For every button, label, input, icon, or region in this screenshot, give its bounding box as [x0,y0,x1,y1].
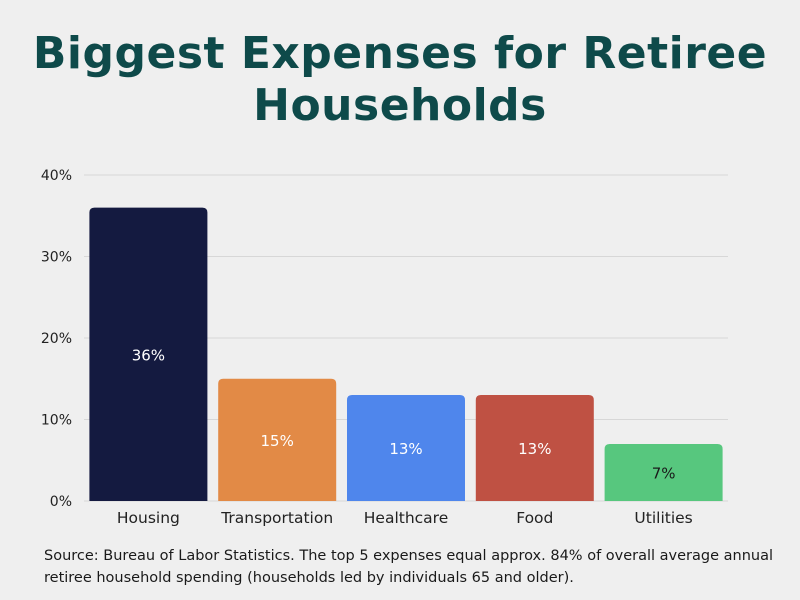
source-note: Source: Bureau of Labor Statistics. The … [44,548,774,586]
data-label: 36% [132,346,165,364]
data-label: 13% [518,440,551,458]
y-tick-label: 10% [41,413,72,429]
x-tick-label: Healthcare [364,509,449,527]
y-tick-label: 40% [41,168,72,184]
y-tick-label: 30% [41,250,72,266]
data-label: 7% [652,464,676,482]
x-tick-label: Housing [117,509,180,527]
y-tick-label: 0% [50,494,72,510]
bar [347,395,465,501]
data-label: 13% [389,440,422,458]
bar [89,207,208,501]
x-tick-label: Food [516,509,553,527]
chart-title: Biggest Expenses for Retiree Households [32,28,768,131]
x-tick-label: Utilities [634,509,692,527]
data-label: 15% [261,432,294,450]
y-tick-label: 20% [41,331,72,347]
bar [218,378,337,501]
bar [604,443,723,501]
x-tick-label: Transportation [220,509,333,527]
bar [475,395,594,501]
